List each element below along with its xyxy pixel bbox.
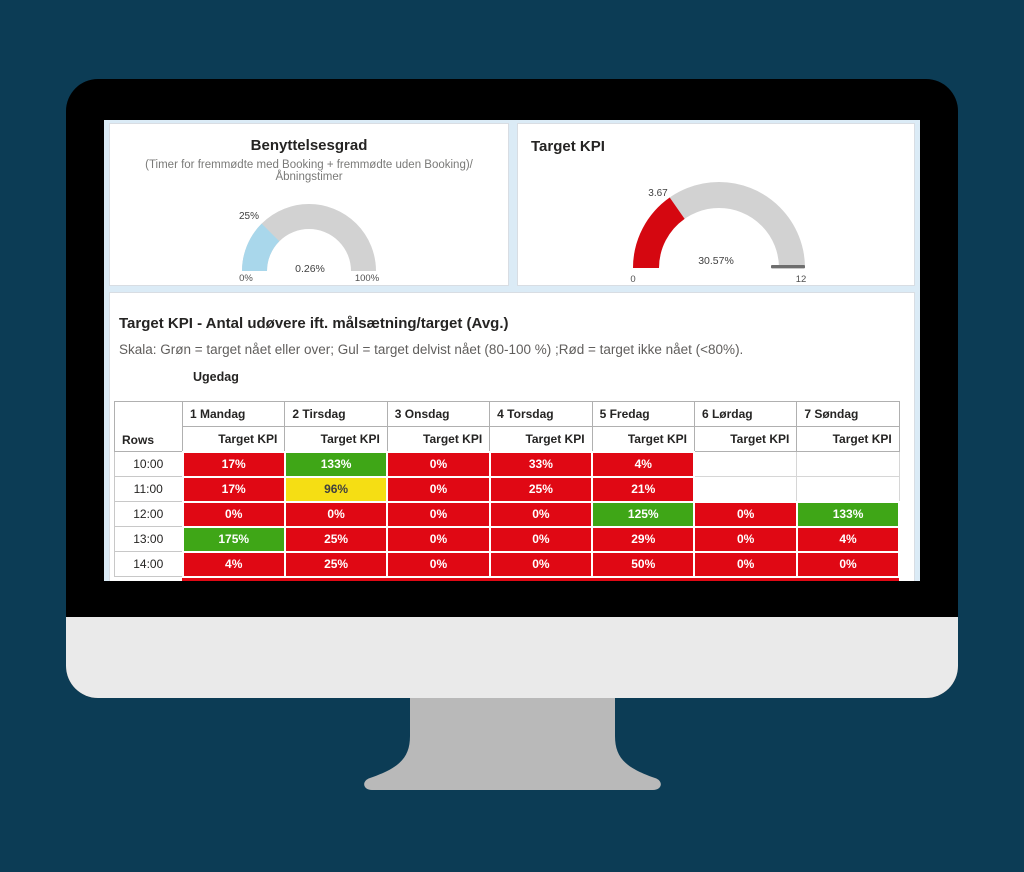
value-cell[interactable]: 50% (591, 550, 696, 578)
weekday-header: 5 Fredag (591, 401, 695, 427)
value-cell[interactable]: 0% (283, 500, 389, 528)
gauge-min-label: 0 (630, 274, 635, 285)
value-cell[interactable]: 4% (591, 450, 696, 478)
weekday-header: 3 Onsdag (386, 401, 491, 427)
value-cell[interactable]: 17% (181, 475, 286, 503)
value-cell[interactable]: 175% (181, 525, 286, 553)
target-kpi-gauge-card[interactable]: 3.67 30.57% 0 12 Target KPI (517, 123, 915, 286)
value-cell[interactable]: 0% (488, 500, 594, 528)
gauge-fill (633, 197, 686, 269)
metric-header: Target KPI (591, 426, 695, 452)
gauge-max-label: 100% (355, 273, 380, 284)
value-cell[interactable]: 0% (795, 550, 901, 578)
table-row: 12:00 0% 0% 0% 0% 125% 0% 133% (114, 500, 901, 528)
value-cell[interactable]: 17% (181, 450, 286, 478)
value-cell[interactable]: 29% (591, 525, 696, 553)
gauge-tip-label: 3.67 (648, 188, 668, 199)
metric-header: Target KPI (489, 426, 593, 452)
table-title: Target KPI - Antal udøvere ift. målsætni… (119, 315, 509, 332)
value-cell[interactable]: 0% (181, 500, 286, 528)
metric-header: Target KPI (693, 426, 798, 452)
value-cell[interactable]: 125% (591, 500, 696, 528)
partial-next-row (182, 578, 899, 581)
value-cell[interactable]: 0% (386, 550, 491, 578)
metric-header: Target KPI (386, 426, 491, 452)
empty-cell (796, 476, 900, 502)
time-cell: 10:00 (114, 451, 183, 477)
gauge-center-label: 30.57% (698, 255, 734, 267)
card-subtitle: (Timer for fremmødte med Booking + fremm… (145, 159, 473, 183)
metric-header: Target KPI (181, 426, 286, 452)
value-cell[interactable]: 33% (488, 450, 594, 478)
value-cell[interactable]: 0% (386, 475, 491, 503)
weekday-header: 7 Søndag (796, 401, 900, 427)
target-kpi-gauge: 3.67 30.57% 0 12 (630, 182, 807, 285)
value-cell[interactable]: 4% (181, 550, 286, 578)
card-title: Target KPI (531, 138, 605, 155)
monitor-stand (364, 698, 661, 790)
weekday-header: 6 Lørdag (693, 401, 798, 427)
benyttelsesgrad-card[interactable]: 25% 0.26% 0% 100% Benyttelsesgrad (Timer… (109, 123, 509, 286)
metric-header: Target KPI (796, 426, 900, 452)
table-scale-legend: Skala: Grøn = target nået eller over; Gu… (119, 342, 744, 357)
value-cell[interactable]: 25% (283, 525, 389, 553)
gauge-center-label: 0.26% (295, 263, 325, 275)
value-cell[interactable]: 0% (386, 450, 491, 478)
value-cell[interactable]: 133% (795, 500, 901, 528)
dashboard-screen: 25% 0.26% 0% 100% Benyttelsesgrad (Timer… (104, 120, 920, 581)
value-cell[interactable]: 0% (693, 525, 798, 553)
metric-header: Target KPI (284, 426, 388, 452)
table-row: 10:00 17% 133% 0% 33% 4% (114, 450, 900, 478)
rows-header: Rows (114, 401, 183, 452)
empty-cell (796, 451, 900, 477)
monitor-chin (66, 617, 958, 698)
time-cell: 11:00 (114, 476, 183, 502)
value-cell[interactable]: 0% (693, 550, 798, 578)
target-marker (771, 265, 805, 269)
value-cell[interactable]: 0% (488, 525, 594, 553)
empty-cell (693, 451, 798, 477)
value-cell[interactable]: 96% (283, 475, 389, 503)
table-row: 14:00 4% 25% 0% 0% 50% 0% 0% (114, 550, 901, 578)
weekday-header: 4 Torsdag (489, 401, 593, 427)
stand-shape (364, 698, 661, 790)
card-title: Benyttelsesgrad (250, 137, 368, 154)
empty-cell (693, 476, 798, 502)
gauge-max-label: 12 (796, 274, 807, 285)
monitor-frame: 25% 0.26% 0% 100% Benyttelsesgrad (Timer… (66, 79, 958, 698)
value-cell[interactable]: 133% (283, 450, 389, 478)
time-cell: 12:00 (114, 501, 183, 527)
gauge-tip-label: 25% (239, 211, 259, 222)
kpi-table: Rows 1 Mandag 2 Tirsdag 3 Onsdag 4 Torsdag 5 … (114, 401, 901, 578)
value-cell[interactable]: 0% (386, 500, 491, 528)
weekday-header: 2 Tirsdag (284, 401, 388, 427)
gauge-min-label: 0% (239, 273, 253, 284)
value-cell[interactable]: 25% (488, 475, 594, 503)
table-row: 13:00 175% 25% 0% 0% 29% 0% 4% (114, 525, 901, 553)
time-cell: 13:00 (114, 526, 183, 552)
value-cell[interactable]: 4% (795, 525, 901, 553)
weekday-header: 1 Mandag (181, 401, 286, 427)
value-cell[interactable]: 25% (283, 550, 389, 578)
column-axis-label: Ugedag (193, 370, 239, 384)
value-cell[interactable]: 21% (591, 475, 696, 503)
table-row: 11:00 17% 96% 0% 25% 21% (114, 475, 900, 503)
time-cell: 14:00 (114, 551, 183, 577)
value-cell[interactable]: 0% (693, 500, 798, 528)
value-cell[interactable]: 0% (488, 550, 594, 578)
gauge-fill (242, 223, 280, 272)
benyttelsesgrad-gauge: 25% 0.26% 0% 100% (239, 204, 380, 284)
target-kpi-table-card[interactable]: Target KPI - Antal udøvere ift. målsætni… (109, 292, 915, 581)
value-cell[interactable]: 0% (386, 525, 491, 553)
